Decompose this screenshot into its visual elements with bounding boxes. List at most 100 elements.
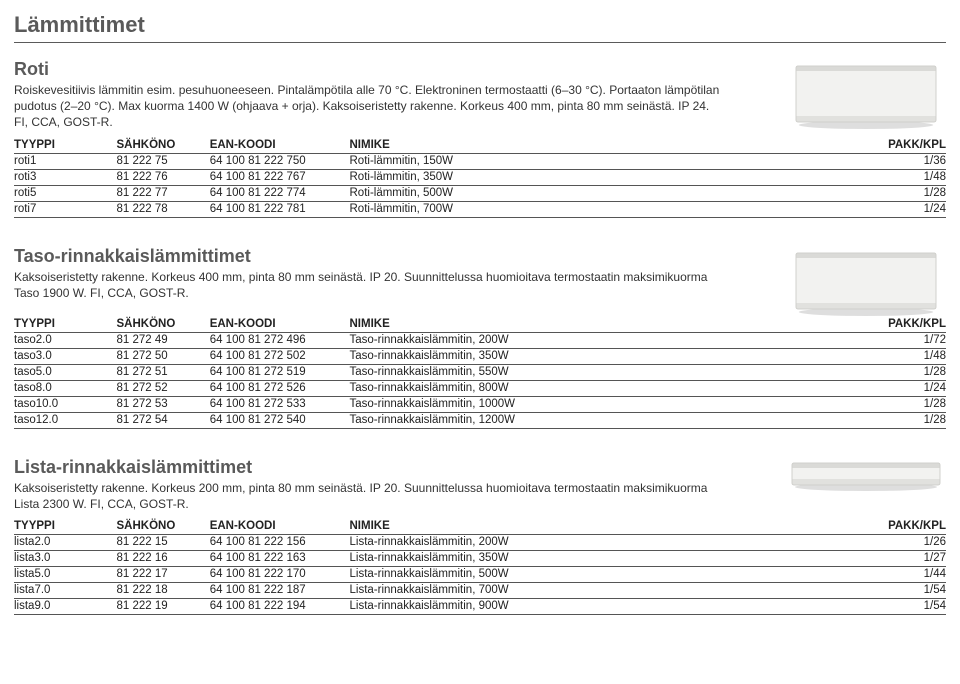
- cell-ean: 64 100 81 222 781: [210, 201, 350, 217]
- cell-tyyppi: taso10.0: [14, 396, 117, 412]
- product-table: TYYPPISÄHKÖNOEAN-KOODINIMIKEPAKK/KPLtaso…: [14, 316, 946, 429]
- cell-ean: 64 100 81 272 526: [210, 380, 350, 396]
- col-header-ean: EAN-KOODI: [210, 316, 350, 333]
- table-row: taso2.081 272 4964 100 81 272 496Taso-ri…: [14, 332, 946, 348]
- table-row: lista7.081 222 1864 100 81 222 187Lista-…: [14, 582, 946, 598]
- cell-ean: 64 100 81 222 156: [210, 534, 350, 550]
- section-header: RotiRoiskevesitiivis lämmitin esim. pesu…: [14, 59, 946, 137]
- product-thumbnail: [786, 246, 946, 316]
- cell-ean: 64 100 81 272 533: [210, 396, 350, 412]
- cell-nimike: Lista-rinnakkaislämmitin, 350W: [350, 550, 872, 566]
- table-row: taso3.081 272 5064 100 81 272 502Taso-ri…: [14, 348, 946, 364]
- cell-tyyppi: taso3.0: [14, 348, 117, 364]
- cell-pakk: 1/26: [871, 534, 946, 550]
- cell-tyyppi: roti5: [14, 185, 117, 201]
- cell-nimike: Roti-lämmitin, 150W: [350, 153, 872, 169]
- section-header: Taso-rinnakkaislämmittimetKaksoiseristet…: [14, 246, 946, 316]
- cell-sahkono: 81 222 77: [117, 185, 210, 201]
- col-header-nimike: NIMIKE: [350, 518, 872, 535]
- cell-ean: 64 100 81 272 496: [210, 332, 350, 348]
- cell-nimike: Taso-rinnakkaislämmitin, 350W: [350, 348, 872, 364]
- cell-nimike: Roti-lämmitin, 500W: [350, 185, 872, 201]
- cell-tyyppi: lista9.0: [14, 598, 117, 614]
- cell-nimike: Taso-rinnakkaislämmitin, 800W: [350, 380, 872, 396]
- section-title: Taso-rinnakkaislämmittimet: [14, 246, 766, 267]
- col-header-nimike: NIMIKE: [350, 137, 872, 154]
- cell-tyyppi: lista7.0: [14, 582, 117, 598]
- cell-tyyppi: roti7: [14, 201, 117, 217]
- cell-sahkono: 81 222 17: [117, 566, 210, 582]
- title-rule: [14, 42, 946, 43]
- product-table: TYYPPISÄHKÖNOEAN-KOODINIMIKEPAKK/KPLlist…: [14, 518, 946, 615]
- table-row: taso8.081 272 5264 100 81 272 526Taso-ri…: [14, 380, 946, 396]
- product-section: Lista-rinnakkaislämmittimetKaksoiseriste…: [14, 457, 946, 615]
- cell-nimike: Lista-rinnakkaislämmitin, 700W: [350, 582, 872, 598]
- cell-sahkono: 81 272 50: [117, 348, 210, 364]
- cell-pakk: 1/24: [871, 380, 946, 396]
- table-row: lista5.081 222 1764 100 81 222 170Lista-…: [14, 566, 946, 582]
- table-row: taso5.081 272 5164 100 81 272 519Taso-ri…: [14, 364, 946, 380]
- cell-pakk: 1/72: [871, 332, 946, 348]
- cell-nimike: Lista-rinnakkaislämmitin, 200W: [350, 534, 872, 550]
- cell-nimike: Roti-lämmitin, 350W: [350, 169, 872, 185]
- cell-sahkono: 81 272 52: [117, 380, 210, 396]
- table-row: roti181 222 7564 100 81 222 750Roti-lämm…: [14, 153, 946, 169]
- section-title: Lista-rinnakkaislämmittimet: [14, 457, 766, 478]
- cell-pakk: 1/44: [871, 566, 946, 582]
- cell-pakk: 1/36: [871, 153, 946, 169]
- cell-sahkono: 81 222 19: [117, 598, 210, 614]
- table-row: lista2.081 222 1564 100 81 222 156Lista-…: [14, 534, 946, 550]
- table-row: lista9.081 222 1964 100 81 222 194Lista-…: [14, 598, 946, 614]
- table-row: lista3.081 222 1664 100 81 222 163Lista-…: [14, 550, 946, 566]
- cell-pakk: 1/28: [871, 185, 946, 201]
- cell-sahkono: 81 272 49: [117, 332, 210, 348]
- cell-ean: 64 100 81 222 170: [210, 566, 350, 582]
- table-row: roti781 222 7864 100 81 222 781Roti-lämm…: [14, 201, 946, 217]
- cell-nimike: Taso-rinnakkaislämmitin, 1200W: [350, 412, 872, 428]
- cell-tyyppi: lista5.0: [14, 566, 117, 582]
- cell-ean: 64 100 81 222 163: [210, 550, 350, 566]
- cell-tyyppi: taso8.0: [14, 380, 117, 396]
- product-table: TYYPPISÄHKÖNOEAN-KOODINIMIKEPAKK/KPLroti…: [14, 137, 946, 218]
- cell-ean: 64 100 81 272 502: [210, 348, 350, 364]
- col-header-ean: EAN-KOODI: [210, 518, 350, 535]
- product-section: RotiRoiskevesitiivis lämmitin esim. pesu…: [14, 59, 946, 218]
- cell-tyyppi: lista2.0: [14, 534, 117, 550]
- cell-pakk: 1/48: [871, 169, 946, 185]
- cell-nimike: Taso-rinnakkaislämmitin, 200W: [350, 332, 872, 348]
- table-row: taso12.081 272 5464 100 81 272 540Taso-r…: [14, 412, 946, 428]
- section-header: Lista-rinnakkaislämmittimetKaksoiseriste…: [14, 457, 946, 518]
- section-description: Kaksoiseristetty rakenne. Korkeus 200 mm…: [14, 480, 724, 512]
- cell-pakk: 1/27: [871, 550, 946, 566]
- cell-ean: 64 100 81 222 750: [210, 153, 350, 169]
- col-header-tyyppi: TYYPPI: [14, 137, 117, 154]
- cell-sahkono: 81 272 51: [117, 364, 210, 380]
- table-row: roti581 222 7764 100 81 222 774Roti-lämm…: [14, 185, 946, 201]
- col-header-pakk: PAKK/KPL: [871, 316, 946, 333]
- cell-sahkono: 81 222 18: [117, 582, 210, 598]
- section-description: Kaksoiseristetty rakenne. Korkeus 400 mm…: [14, 269, 724, 301]
- cell-pakk: 1/28: [871, 396, 946, 412]
- cell-tyyppi: lista3.0: [14, 550, 117, 566]
- col-header-tyyppi: TYYPPI: [14, 316, 117, 333]
- section-title: Roti: [14, 59, 766, 80]
- col-header-ean: EAN-KOODI: [210, 137, 350, 154]
- cell-ean: 64 100 81 272 540: [210, 412, 350, 428]
- product-thumbnail: [786, 457, 946, 491]
- cell-ean: 64 100 81 222 774: [210, 185, 350, 201]
- col-header-sahkono: SÄHKÖNO: [117, 137, 210, 154]
- cell-sahkono: 81 222 15: [117, 534, 210, 550]
- cell-sahkono: 81 222 78: [117, 201, 210, 217]
- cell-sahkono: 81 222 16: [117, 550, 210, 566]
- cell-ean: 64 100 81 222 194: [210, 598, 350, 614]
- cell-nimike: Roti-lämmitin, 700W: [350, 201, 872, 217]
- col-header-pakk: PAKK/KPL: [871, 137, 946, 154]
- col-header-pakk: PAKK/KPL: [871, 518, 946, 535]
- cell-tyyppi: roti3: [14, 169, 117, 185]
- cell-pakk: 1/48: [871, 348, 946, 364]
- cell-nimike: Taso-rinnakkaislämmitin, 550W: [350, 364, 872, 380]
- col-header-nimike: NIMIKE: [350, 316, 872, 333]
- cell-nimike: Lista-rinnakkaislämmitin, 500W: [350, 566, 872, 582]
- cell-pakk: 1/54: [871, 582, 946, 598]
- cell-sahkono: 81 222 76: [117, 169, 210, 185]
